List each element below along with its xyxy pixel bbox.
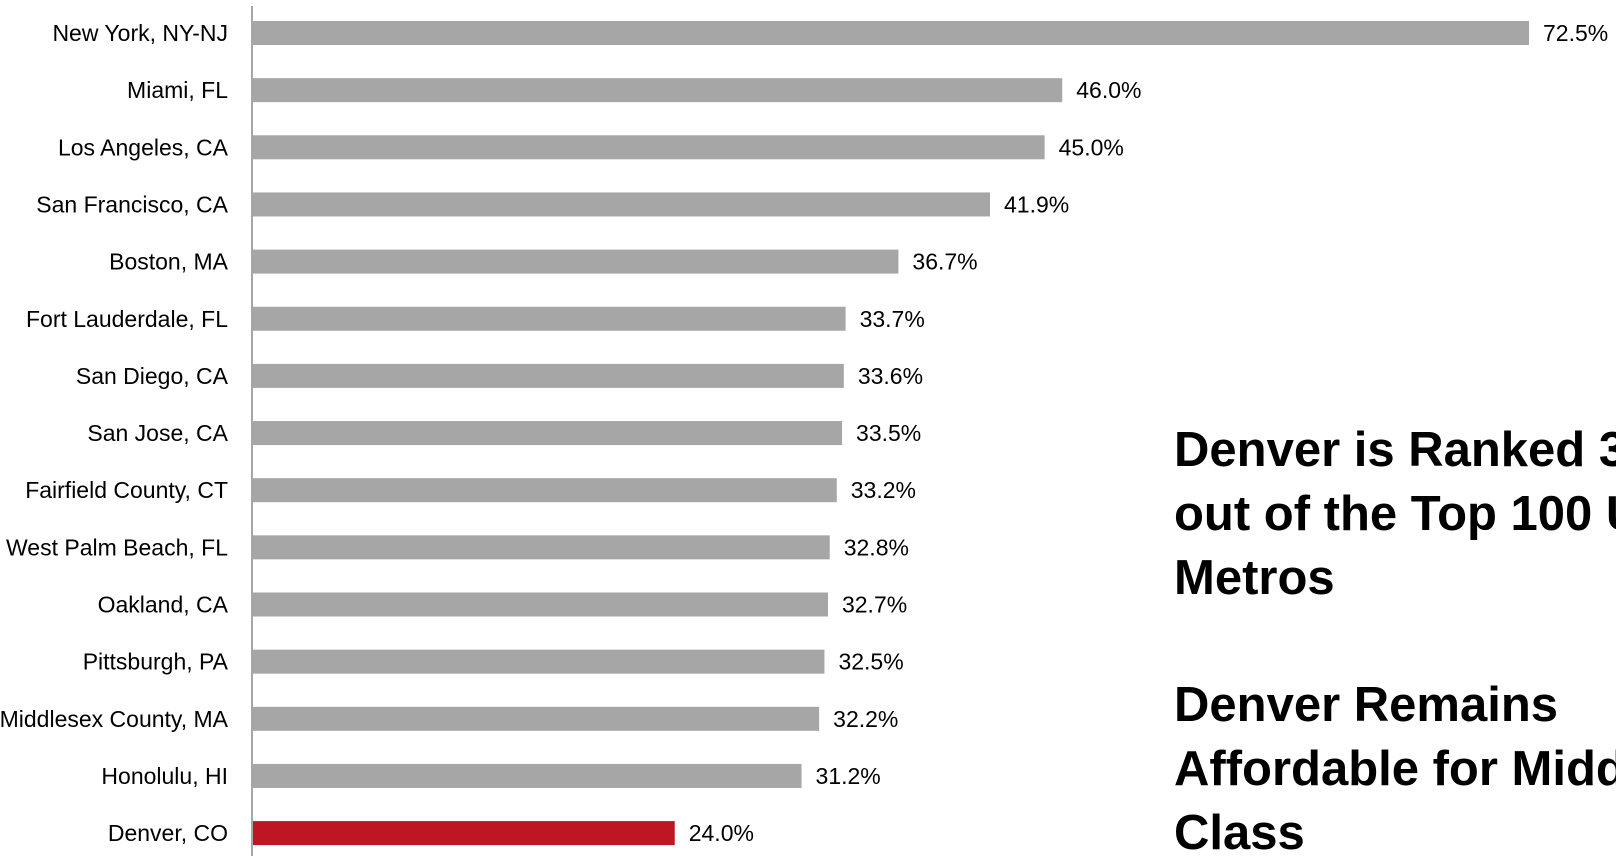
bar: [253, 649, 825, 674]
bar: [253, 306, 846, 331]
category-label: Pittsburgh, PA: [83, 649, 229, 675]
category-label: Middlesex County, MA: [0, 706, 229, 732]
bar: [253, 21, 1529, 45]
value-label: 33.5%: [856, 420, 921, 446]
category-label: Boston, MA: [109, 249, 229, 275]
value-label: 32.2%: [833, 706, 898, 732]
bar: [253, 592, 828, 617]
affordability-annotation-line: Denver Remains: [1174, 678, 1559, 732]
value-label: 33.2%: [851, 477, 916, 503]
value-label: 45.0%: [1059, 134, 1124, 160]
affordability-annotation: Denver Remains Affordable for Middle Cla…: [1174, 673, 1616, 865]
rank-annotation-line: Denver is Ranked 36: [1174, 423, 1616, 477]
bar: [253, 363, 844, 388]
category-label: Fort Lauderdale, FL: [26, 306, 228, 332]
value-label: 32.5%: [838, 649, 903, 675]
value-label: 32.7%: [842, 592, 907, 618]
category-label: West Palm Beach, FL: [6, 534, 228, 560]
value-label: 46.0%: [1076, 77, 1141, 103]
category-label: Honolulu, HI: [101, 763, 228, 789]
value-label: 41.9%: [1004, 191, 1069, 217]
value-label: 33.7%: [860, 306, 925, 332]
affordability-annotation-line: Class: [1174, 806, 1305, 860]
bar: [253, 421, 843, 446]
category-label: San Francisco, CA: [36, 191, 228, 217]
bar: [253, 78, 1063, 103]
category-label: Los Angeles, CA: [58, 134, 229, 160]
category-label: Oakland, CA: [98, 592, 229, 618]
bar: [253, 763, 802, 788]
bar: [253, 192, 991, 217]
bar: [253, 478, 837, 503]
bar-highlight: [253, 821, 675, 846]
rank-annotation: Denver is Ranked 36 out of the Top 100 U…: [1174, 418, 1616, 610]
category-label: Fairfield County, CT: [25, 477, 228, 503]
category-label: San Diego, CA: [76, 363, 229, 389]
bar: [253, 249, 899, 274]
rank-annotation-line: Metros: [1174, 551, 1335, 605]
category-label: New York, NY-NJ: [52, 20, 228, 46]
value-label: 36.7%: [912, 249, 977, 275]
bar: [253, 706, 820, 731]
bars-group: New York, NY-NJ 72.5% Miami, FL 46.0% Los An…: [0, 20, 1608, 846]
affordability-annotation-line: Affordable for Middle: [1174, 742, 1616, 796]
rank-annotation-line: out of the Top 100 US: [1174, 487, 1616, 541]
category-label: San Jose, CA: [87, 420, 228, 446]
bar: [253, 135, 1045, 160]
value-label: 33.6%: [858, 363, 923, 389]
bar: [253, 535, 830, 560]
category-label: Miami, FL: [127, 77, 228, 103]
value-label: 72.5%: [1543, 20, 1608, 46]
value-label: 24.0%: [689, 820, 754, 846]
value-label: 31.2%: [816, 763, 881, 789]
value-label: 32.8%: [844, 534, 909, 560]
category-label: Denver, CO: [108, 820, 228, 846]
